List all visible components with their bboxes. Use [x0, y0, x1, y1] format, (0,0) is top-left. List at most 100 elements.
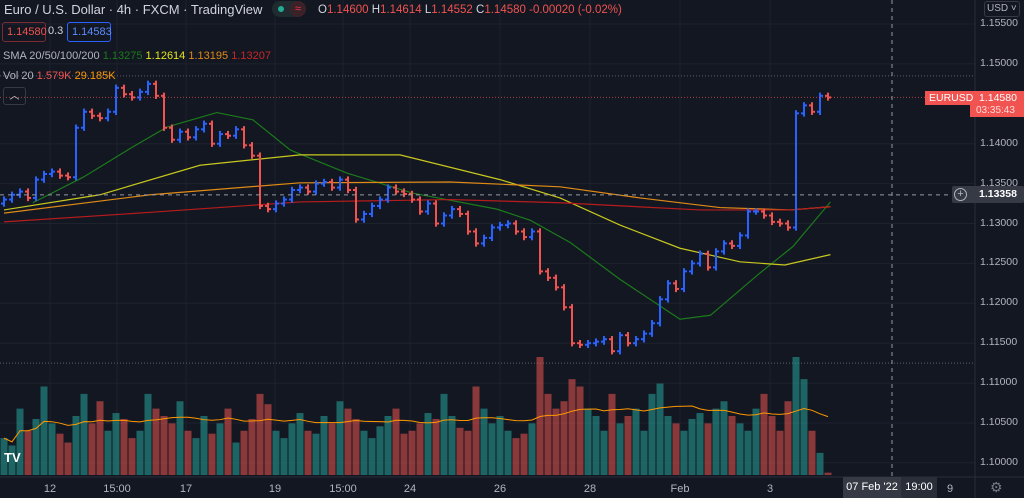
- market-status[interactable]: ≈: [272, 1, 306, 17]
- time-tick: 3: [766, 483, 774, 495]
- price-tick: 1.13000: [980, 216, 1018, 229]
- volume-bar: [216, 423, 224, 475]
- sma-legend[interactable]: SMA 20/50/100/200 1.13275 1.12614 1.1319…: [3, 50, 271, 62]
- volume-bar: [272, 430, 280, 475]
- crosshair-time-label: 19:00: [901, 477, 937, 498]
- ohlc-bar: [217, 130, 223, 147]
- ohlc-bar: [633, 336, 639, 347]
- volume-bar: [312, 433, 320, 475]
- gear-icon[interactable]: ⚙: [990, 479, 1003, 495]
- volume-label: Vol 20: [3, 70, 34, 82]
- volume-bar: [304, 430, 312, 475]
- volume-bar: [400, 433, 408, 475]
- volume-bar: [376, 426, 384, 475]
- ohlc-bar: [337, 176, 343, 191]
- volume-bar: [112, 413, 120, 475]
- sma-line-sma100: [3, 181, 831, 214]
- volume-bar: [136, 430, 144, 475]
- ohlc-bar: [73, 124, 79, 181]
- ohlc-bar: [513, 220, 519, 235]
- ohlc-bar: [225, 130, 231, 139]
- sma-line-sma200: [3, 198, 831, 223]
- ohlc-bar: [401, 188, 407, 198]
- chevron-up-icon: ︿: [9, 91, 20, 102]
- ohlc-bar: [577, 340, 583, 348]
- volume-bar: [632, 408, 640, 475]
- ohlc-bar: [481, 234, 487, 247]
- volume-bar: [584, 408, 592, 475]
- volume-bar: [688, 418, 696, 475]
- spread-value: 0.3: [48, 25, 64, 37]
- ohlc-bar: [569, 304, 575, 347]
- ohlc-bar: [49, 168, 55, 178]
- volume-bar: [192, 438, 200, 475]
- price-tick: 1.11500: [980, 336, 1018, 349]
- sma-line-sma20: [32, 111, 831, 320]
- volume-bar: [160, 416, 168, 475]
- volume-bar: [496, 416, 504, 475]
- time-tick: 19: [268, 483, 282, 495]
- ohlc-bar: [801, 102, 807, 117]
- ohlc-bar: [105, 108, 111, 122]
- currency-dropdown[interactable]: USD ˅: [984, 1, 1020, 17]
- volume-bar: [248, 418, 256, 475]
- ohlc-bar: [457, 205, 463, 218]
- ohlc-bar: [185, 128, 191, 141]
- ohlc-bar: [1, 196, 7, 207]
- ohlc-bar: [33, 176, 39, 202]
- tradingview-logo[interactable]: TV: [4, 450, 21, 465]
- ohlc-bar: [505, 220, 511, 229]
- volume-bar: [208, 433, 216, 475]
- ohlc-bar: [673, 280, 679, 293]
- ohlc-bar: [681, 268, 687, 293]
- volume-bar: [488, 423, 496, 475]
- ohlc-bar: [689, 260, 695, 275]
- volume-bar: [512, 438, 520, 475]
- ohlc-bar: [417, 196, 423, 215]
- volume-bar: [320, 416, 328, 475]
- ohlc-bar: [345, 176, 351, 194]
- ohlc-bar: [393, 184, 399, 195]
- ohlc-bar: [441, 212, 447, 227]
- volume-bar: [56, 433, 64, 475]
- volume-bar: [624, 416, 632, 475]
- sma100-value: 1.13195: [188, 50, 229, 62]
- ohlc-bar: [769, 212, 775, 226]
- ohlc-bar: [545, 268, 551, 281]
- ohlc-bar: [377, 196, 383, 210]
- volume-bar: [552, 408, 560, 475]
- ohlc-bar: [81, 108, 87, 131]
- volume-bar: [568, 379, 576, 475]
- sell-button[interactable]: 1.14580: [2, 22, 47, 42]
- ohlc-bar: [617, 332, 623, 355]
- ohlc-bar: [601, 336, 607, 345]
- volume-legend[interactable]: Vol 20 1.579K 29.185K: [3, 70, 116, 82]
- volume-bar: [336, 401, 344, 475]
- ohlc-bar: [553, 274, 559, 291]
- buy-button[interactable]: 1.14583: [67, 22, 112, 42]
- sma20-value: 1.13275: [102, 50, 143, 62]
- volume-bar: [16, 408, 24, 475]
- volume-bar: [664, 416, 672, 475]
- price-tick: 1.12000: [980, 296, 1018, 309]
- volume-bar: [288, 423, 296, 475]
- ohlc-bar: [433, 200, 439, 227]
- collapse-legend-button[interactable]: ︿: [3, 87, 26, 105]
- ohlc-bar: [609, 336, 615, 355]
- volume-bar: [776, 430, 784, 475]
- ohlc-bar: [209, 120, 215, 147]
- ohlc-bar: [57, 168, 63, 179]
- ohlc-bar: [193, 126, 199, 141]
- ohlc-bar: [281, 196, 287, 207]
- ohlc-bar: [249, 142, 255, 159]
- ohlc-bar: [737, 232, 743, 250]
- volume-bar: [344, 408, 352, 475]
- price-tick: 1.15500: [980, 17, 1018, 29]
- price-tick: 1.14000: [980, 136, 1018, 149]
- volume-bar: [296, 413, 304, 475]
- ohlc-bar: [65, 172, 71, 181]
- ohlc-bar: [201, 120, 207, 133]
- volume-bar: [616, 423, 624, 475]
- add-plus-icon[interactable]: +: [954, 188, 967, 201]
